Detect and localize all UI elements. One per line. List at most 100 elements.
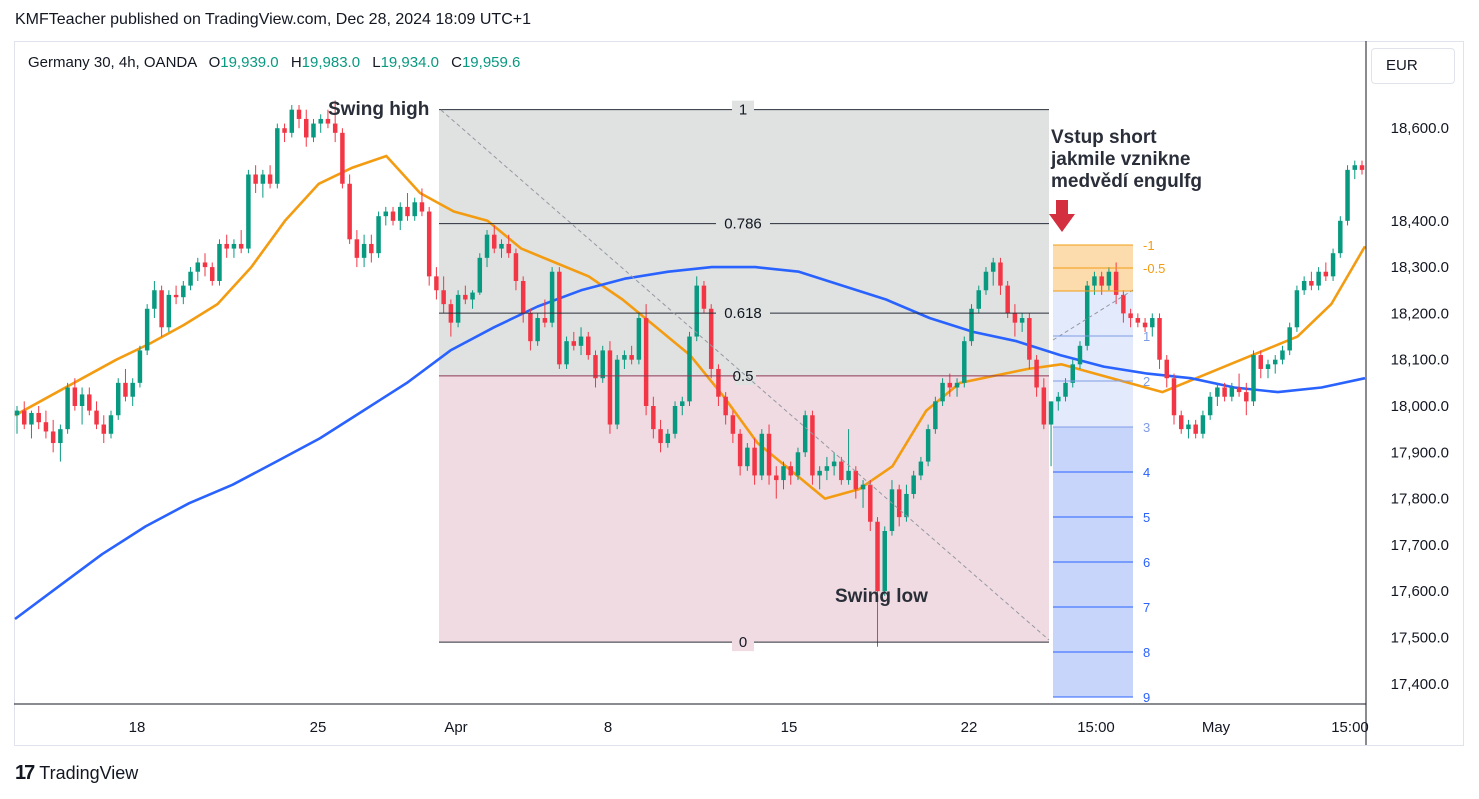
candle-body — [911, 475, 916, 494]
candle-body — [1171, 378, 1177, 416]
candle-body — [455, 294, 461, 323]
candle-body — [1077, 345, 1083, 365]
publisher-line: KMFTeacher published on TradingView.com,… — [15, 11, 531, 28]
candle-body — [802, 415, 808, 453]
candle-body — [1186, 424, 1191, 430]
candle-body — [231, 243, 237, 249]
candle-body — [390, 211, 396, 221]
candle-body — [990, 262, 996, 272]
candle-body — [600, 350, 605, 379]
close-value: 19,959.6 — [461, 54, 521, 71]
candle-body — [347, 183, 352, 240]
candle-body — [1084, 285, 1090, 346]
candle-body — [998, 262, 1003, 286]
candle-body — [1207, 396, 1213, 416]
candle-body — [730, 415, 736, 434]
candle-body — [1258, 355, 1264, 369]
y-tick-label: 18,600.0 — [1391, 120, 1449, 137]
candle-body — [202, 262, 208, 268]
candle-body — [810, 415, 815, 476]
fib-label-bg — [736, 366, 756, 385]
candle-body — [976, 290, 981, 309]
symbol-info: Germany 30, 4h, OANDA O19,939.0 H19,983.… — [28, 54, 520, 71]
candle-body — [1164, 359, 1169, 379]
candle-body — [694, 285, 699, 337]
candle-body — [925, 429, 931, 462]
ext-level-label: 6 — [1143, 555, 1150, 570]
candle-body — [332, 123, 338, 133]
low-label: L — [372, 54, 381, 71]
candle-body — [1019, 318, 1025, 323]
fib-trend-line — [440, 109, 1050, 641]
tradingview-brand[interactable]: 17 TradingView — [15, 762, 138, 785]
ext-level-label: 7 — [1143, 600, 1150, 615]
candle-body — [434, 276, 439, 291]
candle-body — [188, 271, 193, 286]
candle-body — [318, 118, 323, 124]
ema-long-line — [14, 265, 1366, 621]
symbol-name[interactable]: Germany 30, 4h, OANDA — [28, 54, 197, 71]
candle-body — [969, 308, 974, 342]
candle-body — [658, 429, 663, 444]
candle-body — [716, 368, 721, 397]
candle-body — [1200, 415, 1206, 434]
candle-body — [868, 484, 873, 522]
fib-label-bg — [732, 100, 754, 119]
ext-level-label: 5 — [1143, 510, 1150, 525]
candle-body — [875, 521, 880, 592]
candle-body — [275, 128, 280, 184]
candle-body — [210, 267, 215, 281]
candle-body — [578, 336, 584, 346]
candle-body — [557, 271, 562, 365]
swing-high-annotation: Swing high — [328, 99, 429, 120]
candle-body — [130, 382, 135, 397]
entry-note-line1: Vstup short — [1051, 127, 1157, 148]
candle-body — [1128, 313, 1133, 319]
fib-level-label: 1 — [739, 102, 747, 119]
candle-body — [14, 410, 20, 416]
candle-body — [564, 341, 569, 365]
candle-body — [723, 396, 728, 416]
candle-body — [253, 174, 258, 184]
candle-body — [817, 470, 822, 476]
candle-body — [1309, 280, 1314, 286]
candle-body — [405, 206, 410, 217]
candle-body — [354, 239, 360, 258]
candle-body — [795, 452, 801, 476]
tradingview-logo-icon: 17 — [15, 762, 35, 784]
candle-body — [1056, 396, 1061, 402]
candle-body — [549, 271, 555, 323]
x-tick-label: May — [1202, 719, 1231, 736]
candle-body — [441, 290, 446, 305]
candle-body — [614, 359, 620, 425]
candle-body — [137, 350, 143, 383]
candle-body — [238, 243, 244, 249]
candle-body — [983, 271, 989, 291]
candle-body — [340, 132, 345, 184]
x-tick-label: 18 — [129, 719, 146, 736]
candle-body — [419, 202, 425, 212]
candle-body — [651, 406, 656, 430]
candle-body — [1272, 359, 1278, 365]
candle-body — [173, 294, 179, 298]
ext-level-label: -0.5 — [1143, 261, 1165, 276]
candle-body — [1316, 271, 1321, 286]
candle-body — [1193, 424, 1198, 434]
candle-body — [376, 216, 381, 254]
candle-body — [499, 243, 504, 249]
close-label: C — [451, 54, 462, 71]
candle-body — [1229, 387, 1235, 397]
candle-body — [325, 118, 331, 124]
candle-body — [108, 415, 114, 434]
candle-body — [115, 382, 121, 416]
candle-body — [593, 355, 598, 379]
high-value: 19,983.0 — [301, 54, 361, 71]
candle-body — [1121, 294, 1126, 314]
candle-body — [1352, 165, 1358, 170]
currency-button[interactable]: EUR — [1371, 48, 1455, 84]
candle-body — [144, 308, 150, 351]
candle-body — [181, 285, 186, 298]
fib-label-bg — [716, 214, 770, 233]
candle-body — [918, 461, 924, 476]
